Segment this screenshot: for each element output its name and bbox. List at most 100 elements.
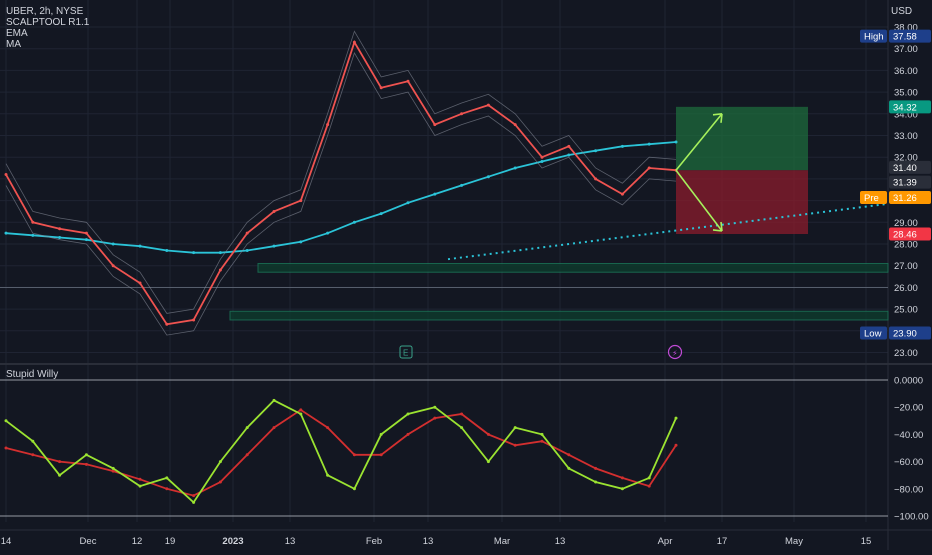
- osc-slow-point: [192, 494, 196, 498]
- time-tick-label: 13: [555, 536, 566, 547]
- osc-fast-point: [245, 426, 249, 430]
- osc-fast-point: [433, 405, 437, 409]
- indicator-ema[interactable]: EMA: [6, 28, 28, 39]
- bolt-glyph: ⚡: [672, 349, 678, 358]
- ma-line: [5, 141, 677, 254]
- price-point: [486, 103, 490, 107]
- osc-slow-point: [326, 426, 330, 430]
- osc-fast-point: [594, 480, 598, 484]
- time-tick-label: 12: [132, 536, 143, 547]
- osc-fast-point: [460, 426, 464, 430]
- osc-slow-point: [352, 453, 356, 457]
- osc-fast-point: [31, 439, 35, 443]
- osc-fast-line: [5, 399, 677, 504]
- osc-slow-point: [138, 477, 142, 481]
- price-tick-label: 37.00: [894, 44, 918, 55]
- time-tick-label: Dec: [80, 536, 97, 547]
- price-point: [379, 86, 383, 90]
- osc-slow-point: [620, 476, 624, 480]
- price-tick-label: 26.00: [894, 283, 918, 294]
- low-tag: [860, 326, 887, 340]
- price-point: [460, 112, 464, 116]
- ma-point: [674, 140, 678, 144]
- osc-fast-point: [513, 426, 517, 430]
- osc-fast-point: [58, 473, 62, 477]
- chart-legend: UBER, 2h, NYSE SCALPTOOL R1.1 EMA MA: [6, 6, 89, 50]
- osc-slow-point: [433, 416, 437, 420]
- price-tick-label: 32.00: [894, 153, 918, 164]
- ma-point: [192, 251, 196, 255]
- ma-point: [379, 212, 383, 216]
- oscillator-title[interactable]: Stupid Willy: [6, 369, 59, 380]
- ma-point: [31, 233, 35, 237]
- high-value: 37.58: [893, 32, 917, 43]
- osc-fast-point: [218, 460, 222, 464]
- osc-slow-point: [218, 480, 222, 484]
- ema-price-value: 31.39: [893, 178, 917, 189]
- price-tick-label: 29.00: [894, 218, 918, 229]
- low-badge: [889, 326, 931, 340]
- osc-tick-label: −40.00: [894, 430, 923, 441]
- price-point: [31, 220, 35, 224]
- ma-point: [513, 166, 517, 170]
- pre-market-label: Pre: [864, 193, 879, 204]
- price-point: [326, 123, 330, 127]
- osc-tick-label: −80.00: [894, 484, 923, 495]
- osc-slow-point: [486, 432, 490, 436]
- osc-fast-point: [4, 419, 8, 423]
- osc-fast-point: [165, 476, 169, 480]
- price-tick-label: 38.00: [894, 23, 918, 34]
- ma-point: [4, 231, 8, 235]
- price-tick-label: 33.00: [894, 131, 918, 142]
- price-point: [84, 231, 88, 235]
- osc-slow-point: [31, 453, 35, 457]
- osc-fast-point: [352, 487, 356, 491]
- low-value: 23.90: [893, 328, 917, 339]
- price-point: [352, 40, 356, 44]
- stop-arrow: [675, 169, 723, 232]
- osc-slow-point: [165, 487, 169, 491]
- ma-point: [540, 160, 544, 164]
- stop-zone: [676, 170, 808, 235]
- time-tick-label: 13: [285, 536, 296, 547]
- scalptool-lower-band: [5, 52, 677, 336]
- osc-fast-point: [84, 453, 88, 457]
- osc-slow-point: [594, 466, 598, 470]
- price-point: [567, 144, 571, 148]
- ma-point: [352, 220, 356, 224]
- symbol-title[interactable]: UBER, 2h, NYSE: [6, 6, 84, 17]
- osc-fast-point: [379, 432, 383, 436]
- stop-arrowhead: [712, 221, 723, 232]
- osc-slow-point: [460, 412, 464, 416]
- ma-point: [326, 231, 330, 235]
- osc-slow-point: [406, 432, 410, 436]
- time-tick-label: Apr: [658, 536, 673, 547]
- ema-price-badge: [889, 175, 931, 189]
- price-tick-label: 36.00: [894, 66, 918, 77]
- indicator-scalptool[interactable]: SCALPTOOL R1.1: [6, 17, 90, 28]
- time-tick-label: 19: [165, 536, 176, 547]
- ma-point: [486, 175, 490, 179]
- time-tick-label: 13: [423, 536, 434, 547]
- osc-fast-point: [138, 484, 142, 488]
- time-tick-label: 15: [861, 536, 872, 547]
- osc-fast-point: [299, 412, 303, 416]
- time-tick-label: 2023: [222, 536, 243, 547]
- ma-point: [138, 244, 142, 248]
- ma-point: [433, 192, 437, 196]
- ma-point: [84, 238, 88, 242]
- osc-fast-point: [567, 466, 571, 470]
- osc-slow-point: [540, 439, 544, 443]
- ma-point: [165, 249, 169, 253]
- price-tick-label: 35.00: [894, 88, 918, 99]
- stop-badge: [889, 227, 931, 241]
- last-price-value: 31.40: [893, 163, 917, 174]
- price-line: [5, 40, 677, 326]
- indicator-ma[interactable]: MA: [6, 39, 21, 50]
- time-tick-label: Mar: [494, 536, 510, 547]
- high-label: High: [864, 32, 884, 43]
- earnings-event-icon: [399, 345, 413, 359]
- ma-point: [620, 144, 624, 148]
